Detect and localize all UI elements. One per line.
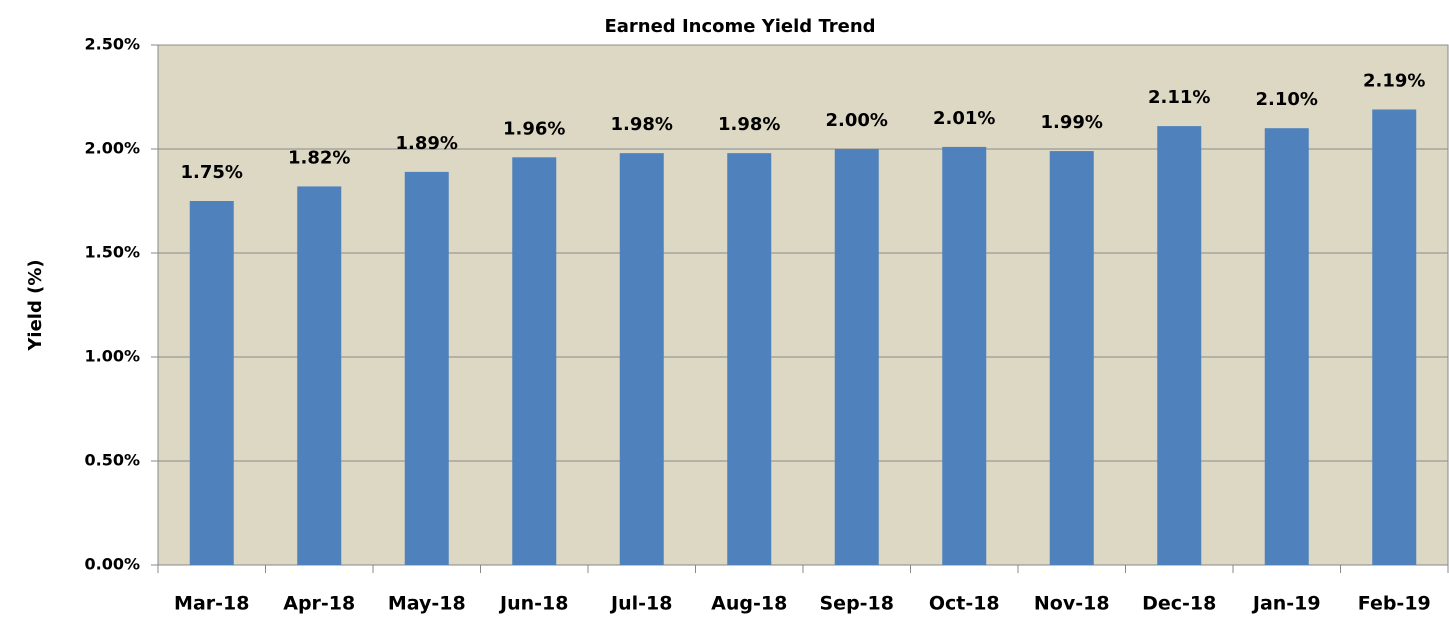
bar — [1157, 126, 1202, 566]
bar — [619, 153, 664, 565]
y-axis-label: Yield (%) — [25, 259, 46, 351]
x-tick-label: Jun-18 — [498, 593, 568, 615]
bar — [727, 153, 772, 565]
x-tick-label: Oct-18 — [929, 593, 1000, 615]
x-tick-label: Dec-18 — [1142, 593, 1216, 615]
bar — [189, 201, 234, 565]
x-tick-label: Jan-19 — [1251, 593, 1321, 615]
bar — [297, 186, 342, 565]
y-tick-label: 1.00% — [84, 347, 140, 366]
x-tick-label: Jul-18 — [609, 593, 672, 615]
x-tick-label: Aug-18 — [711, 593, 787, 615]
x-tick-label: Mar-18 — [174, 593, 249, 615]
y-tick-label: 0.50% — [84, 451, 140, 470]
bar — [834, 149, 879, 565]
y-tick-label: 0.00% — [84, 555, 140, 574]
bar — [942, 146, 987, 566]
value-label: 2.11% — [1148, 87, 1210, 108]
value-label: 1.98% — [611, 114, 673, 135]
bar — [404, 171, 449, 565]
value-label: 1.96% — [503, 118, 565, 139]
value-label: 1.75% — [181, 162, 243, 183]
bar — [1264, 128, 1309, 565]
x-tick-label: Feb-19 — [1358, 593, 1431, 615]
value-label: 1.98% — [718, 114, 780, 135]
value-label: 2.01% — [933, 108, 995, 129]
bar — [1372, 109, 1417, 565]
bar — [512, 157, 557, 565]
x-tick-label: Nov-18 — [1034, 593, 1110, 615]
x-tick-label: Sep-18 — [820, 593, 895, 615]
value-label: 1.99% — [1041, 112, 1103, 133]
x-tick-label: Apr-18 — [283, 593, 355, 615]
plot-area — [157, 44, 1449, 566]
y-tick-label: 1.50% — [84, 243, 140, 262]
value-label: 2.19% — [1363, 70, 1425, 91]
y-tick-label: 2.50% — [84, 35, 140, 54]
y-tick-label: 2.00% — [84, 139, 140, 158]
value-label: 2.00% — [826, 110, 888, 131]
value-label: 2.10% — [1256, 89, 1318, 110]
bar — [1049, 151, 1094, 565]
value-label: 1.82% — [288, 147, 350, 168]
chart-title: Earned Income Yield Trend — [604, 16, 875, 37]
value-label: 1.89% — [396, 133, 458, 154]
x-tick-label: May-18 — [388, 593, 466, 615]
